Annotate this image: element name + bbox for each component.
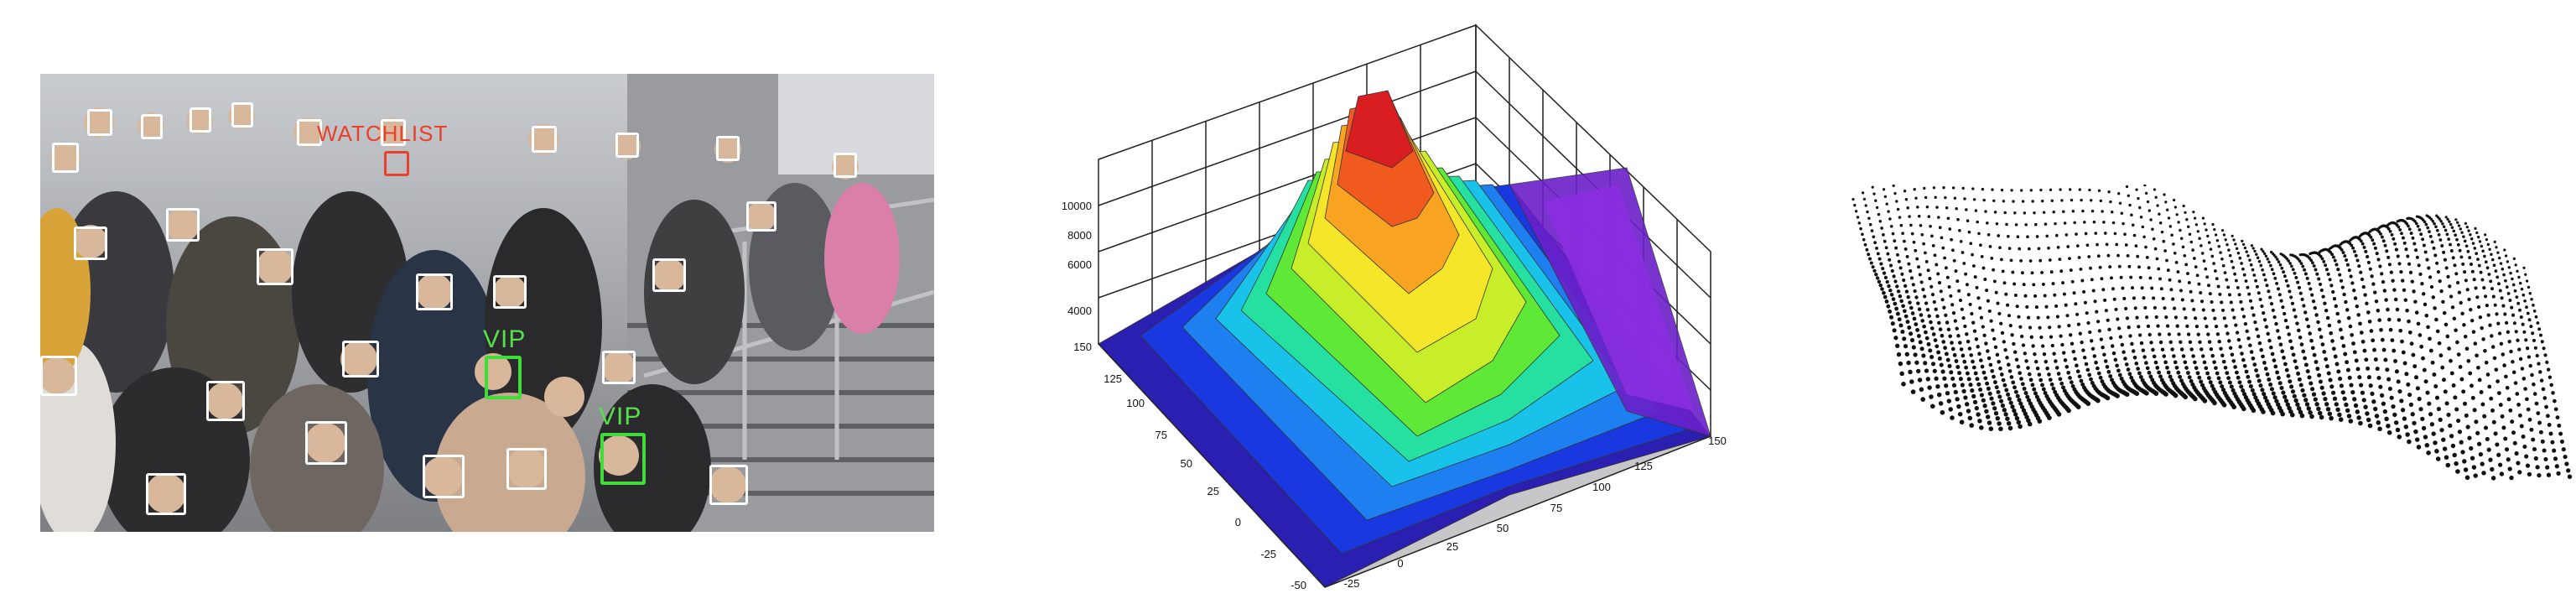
watchlist-face-box — [384, 151, 409, 176]
crowd-face-detection-photo: WATCHLIST VIP VIP — [40, 74, 934, 532]
face-box — [834, 153, 857, 178]
crowd-background — [40, 74, 934, 532]
y-tick-label: 25 — [1208, 485, 1219, 497]
x-tick-label: 75 — [1550, 502, 1562, 514]
x-tick-label: 150 — [1708, 435, 1727, 447]
face-box — [206, 381, 245, 421]
face-box — [652, 258, 686, 292]
y-tick-label: 0 — [1235, 516, 1241, 528]
face-box — [342, 341, 379, 378]
face-box — [381, 119, 406, 146]
y-tick-label: 125 — [1104, 372, 1122, 385]
vip-face-box-2 — [600, 433, 646, 485]
x-tick-label: 50 — [1497, 522, 1509, 534]
face-box — [141, 114, 163, 139]
face-box — [602, 351, 636, 384]
face-box — [746, 201, 776, 232]
watchlist-label: WATCHLIST — [317, 121, 449, 146]
face-box — [493, 275, 527, 309]
x-tick-label: -25 — [1344, 577, 1360, 590]
x-tick-label: 100 — [1592, 481, 1611, 493]
y-tick-label: -25 — [1260, 548, 1276, 560]
face-box — [231, 102, 253, 128]
y-tick-label: 75 — [1156, 429, 1167, 441]
face-box — [52, 143, 79, 173]
vip-face-box-1 — [485, 356, 522, 399]
surface-plot-3d: 10000 8000 6000 4000 150 125 100 75 50 2… — [1040, 17, 1778, 596]
z-tick-label: 6000 — [1067, 258, 1092, 271]
face-box — [615, 133, 639, 158]
face-box — [297, 119, 322, 146]
surface-plot-svg: 10000 8000 6000 4000 150 125 100 75 50 2… — [1062, 23, 1727, 591]
y-tick-label: 100 — [1126, 397, 1145, 409]
x-tick-label: 25 — [1446, 540, 1458, 553]
point-cloud-terrain — [1828, 184, 2576, 487]
vip-label-1: VIP — [483, 325, 527, 353]
face-box — [305, 421, 347, 465]
face-box — [190, 107, 211, 133]
x-tick-label: 0 — [1397, 557, 1403, 570]
face-box — [423, 455, 465, 498]
face-box — [716, 136, 740, 161]
face-box — [532, 126, 557, 153]
face-box — [416, 273, 453, 310]
face-box — [709, 465, 748, 505]
face-box — [506, 448, 547, 490]
point-cloud-dots — [1852, 184, 2573, 481]
vip-label-2: VIP — [599, 403, 642, 430]
z-tick-label: 10000 — [1062, 200, 1092, 212]
z-tick-label: 8000 — [1067, 229, 1092, 242]
point-cloud-svg — [1852, 184, 2573, 481]
face-box — [257, 248, 293, 285]
y-tick-label: -50 — [1291, 579, 1306, 591]
face-box — [74, 226, 107, 260]
face-box — [87, 109, 112, 136]
y-tick-label: 150 — [1073, 341, 1092, 353]
face-box — [146, 473, 186, 515]
y-tick-label: 50 — [1181, 457, 1192, 470]
x-tick-label: 125 — [1634, 460, 1653, 472]
face-box — [40, 356, 77, 396]
z-tick-label: 4000 — [1067, 305, 1092, 317]
face-box — [166, 208, 200, 242]
